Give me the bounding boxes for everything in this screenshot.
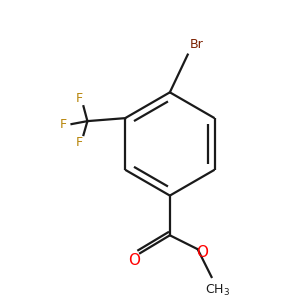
Text: Br: Br — [190, 38, 203, 51]
Text: F: F — [76, 136, 83, 149]
Text: O: O — [128, 253, 140, 268]
Text: F: F — [60, 118, 67, 130]
Text: CH$_3$: CH$_3$ — [205, 283, 230, 298]
Text: O: O — [196, 245, 208, 260]
Text: F: F — [76, 92, 83, 105]
